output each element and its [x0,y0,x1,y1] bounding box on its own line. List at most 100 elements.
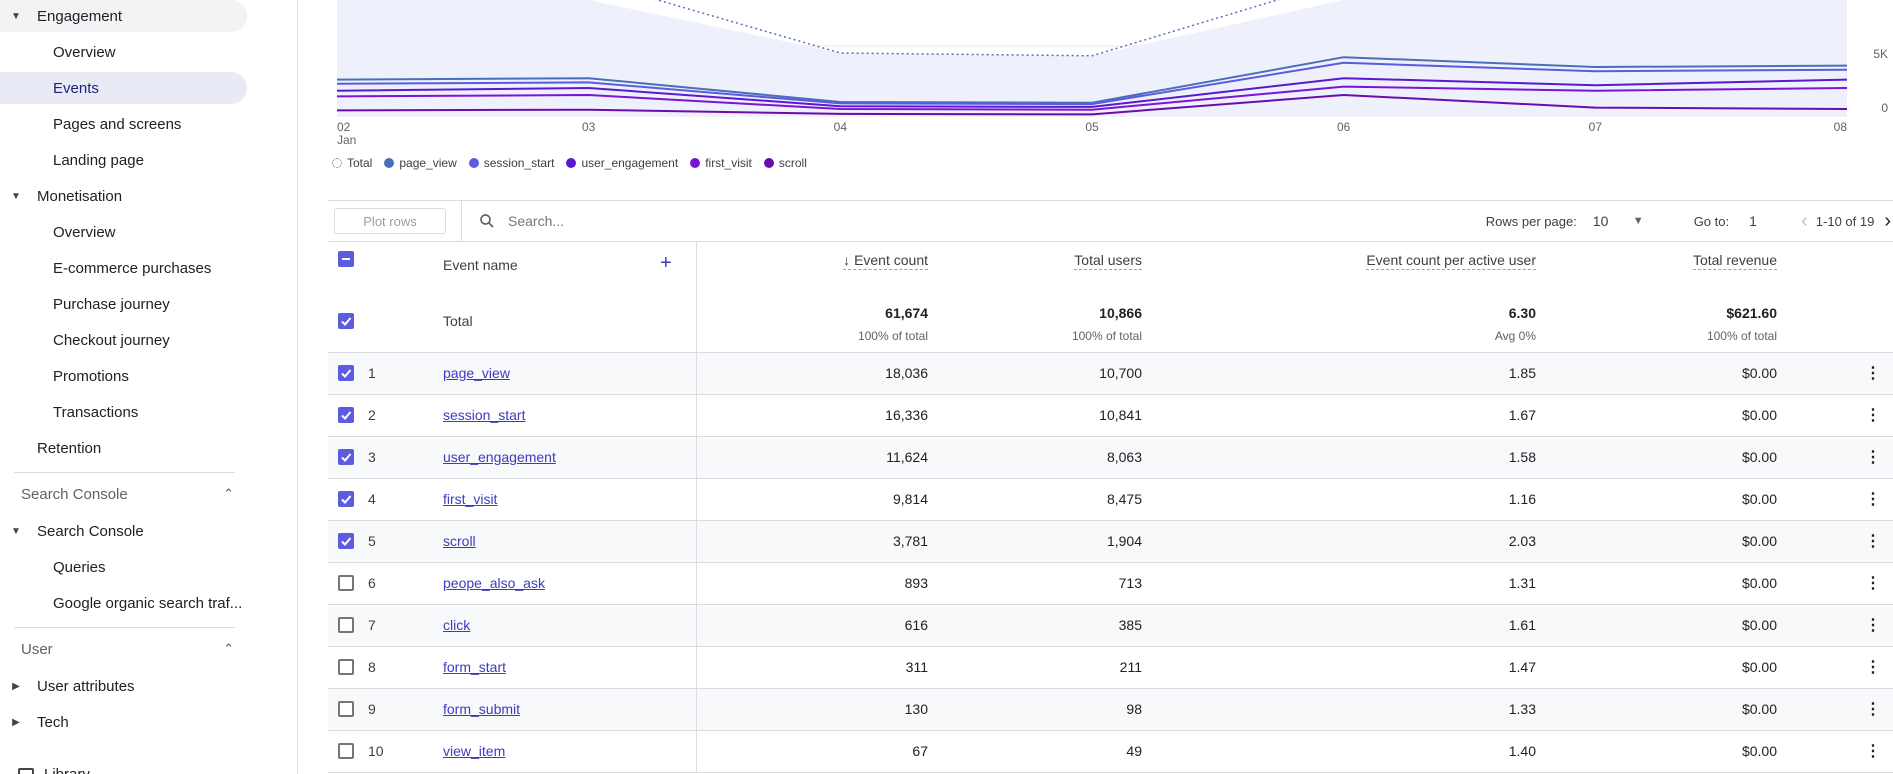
more-vert-icon[interactable]: ⋮ [1865,407,1881,424]
nav-monetisation-overview[interactable]: Overview [0,216,247,248]
legend-dot-icon [566,158,577,168]
nav-events[interactable]: Events [0,72,247,104]
table-row: 2 session_start 16,336 10,841 1.67 $0.00 ⋮ [328,395,1893,437]
table-row: 8 form_start 311 211 1.47 $0.00 ⋮ [328,647,1893,689]
nav-search-console-group[interactable]: ▼ Search Console [0,515,247,547]
total-users-cell: 10,700 [1099,365,1142,381]
legend-item[interactable]: user_engagement [566,156,678,170]
row-checkbox[interactable] [338,407,354,423]
caret-down-icon[interactable]: ▼ [1632,215,1644,227]
row-checkbox[interactable] [338,701,354,717]
nav-promotions[interactable]: Promotions [0,360,247,392]
event-name-link[interactable]: peope_also_ask [443,575,545,591]
header-total-revenue[interactable]: Total revenue [1692,252,1777,270]
legend-item[interactable]: Total [332,156,372,170]
nav-label: Events [53,79,99,97]
y-tick-label: 0 [1881,101,1888,115]
header-event-count[interactable]: ↓ Event count [843,252,928,270]
chart-legend: Total page_view session_start user_engageme… [332,156,807,170]
event-count-cell: 130 [904,701,928,717]
event-name-link[interactable]: session_start [443,407,526,423]
series-line-first_visit [336,85,1848,111]
nav-transactions[interactable]: Transactions [0,396,247,428]
nav-checkout-journey[interactable]: Checkout journey [0,324,247,356]
totals-checkbox[interactable] [338,313,354,329]
go-to-input[interactable]: 1 [1749,213,1757,229]
legend-item[interactable]: session_start [468,156,554,170]
chevron-right-icon[interactable]: › [1884,209,1891,232]
more-vert-icon[interactable]: ⋮ [1865,449,1881,466]
row-checkbox[interactable] [338,617,354,633]
nav-tech[interactable]: ▶ Tech [0,706,247,738]
legend-dot-icon [468,158,479,168]
event-name-link[interactable]: first_visit [443,491,498,507]
row-checkbox[interactable] [338,365,354,381]
add-dimension-icon[interactable]: + [660,252,672,274]
select-all-checkbox[interactable] [338,251,354,267]
event-name-link[interactable]: form_start [443,659,507,675]
legend-item[interactable]: first_visit [690,156,752,170]
rows-per-page-select[interactable]: 10 [1592,213,1609,229]
nav-google-organic-search[interactable]: Google organic search traf... [0,587,247,619]
header-total-users[interactable]: Total users [1074,252,1142,270]
chevron-left-icon[interactable]: ‹ [1801,209,1808,232]
more-vert-icon[interactable]: ⋮ [1865,701,1881,718]
event-name-link[interactable]: view_item [443,743,506,759]
legend-item[interactable]: scroll [763,156,807,170]
nav-ecommerce-purchases[interactable]: E-commerce purchases [0,252,247,284]
search-icon [480,214,494,228]
main-content: 5K 0 02 03 04 05 06 07 08 Jan Total page_view sessi… [298,0,1893,774]
row-checkbox[interactable] [338,659,354,675]
nav-label: Promotions [53,367,129,385]
more-vert-icon[interactable]: ⋮ [1865,491,1881,508]
ecpau-cell: 1.61 [1508,617,1536,633]
header-event-name[interactable]: Event name [443,257,518,273]
plot-rows-button[interactable]: Plot rows [334,208,446,234]
section-user[interactable]: User ⌃ [21,633,236,665]
nav-label: Search Console [37,522,144,540]
column-divider [696,479,697,520]
ecpau-cell: 1.47 [1508,659,1536,675]
event-name-link[interactable]: click [443,617,471,633]
nav-monetisation[interactable]: ▼ Monetisation [0,180,247,212]
row-checkbox[interactable] [338,575,354,591]
event-name-link[interactable]: page_view [443,365,510,381]
nav-pages-and-screens[interactable]: Pages and screens [0,108,247,140]
x-tick-label: 06 [1337,120,1351,134]
legend-item[interactable]: page_view [384,156,457,170]
search-input[interactable] [506,212,1110,230]
event-name-link[interactable]: form_submit [443,701,521,717]
ecpau-cell: 1.58 [1508,449,1536,465]
more-vert-icon[interactable]: ⋮ [1865,533,1881,550]
column-divider [696,647,697,688]
event-name-link[interactable]: user_engagement [443,449,556,465]
nav-purchase-journey[interactable]: Purchase journey [0,288,247,320]
row-checkbox[interactable] [338,491,354,507]
section-label: User [21,640,53,658]
total-users-cell: 385 [1118,617,1142,633]
divider [14,472,235,473]
event-name-link[interactable]: scroll [443,533,476,549]
nav-library[interactable]: Library [18,758,90,774]
nav-queries[interactable]: Queries [0,551,247,583]
section-search-console[interactable]: Search Console ⌃ [21,478,236,510]
nav-label: Purchase journey [53,295,170,313]
row-checkbox[interactable] [338,449,354,465]
legend-label: page_view [399,156,457,170]
legend-label: user_engagement [581,156,679,170]
nav-engagement-overview[interactable]: Overview [0,36,247,68]
more-vert-icon[interactable]: ⋮ [1865,575,1881,592]
nav-landing-page[interactable]: Landing page [0,144,247,176]
legend-dot-icon [690,158,701,168]
header-event-count-per-active-user[interactable]: Event count per active user [1366,252,1536,270]
event-count-cell: 67 [912,743,928,759]
nav-engagement[interactable]: ▼ Engagement [0,0,247,32]
more-vert-icon[interactable]: ⋮ [1865,365,1881,382]
row-checkbox[interactable] [338,533,354,549]
more-vert-icon[interactable]: ⋮ [1865,617,1881,634]
nav-user-attributes[interactable]: ▶ User attributes [0,670,247,702]
row-checkbox[interactable] [338,743,354,759]
nav-retention[interactable]: Retention [0,432,247,464]
more-vert-icon[interactable]: ⋮ [1865,743,1881,760]
more-vert-icon[interactable]: ⋮ [1865,659,1881,676]
